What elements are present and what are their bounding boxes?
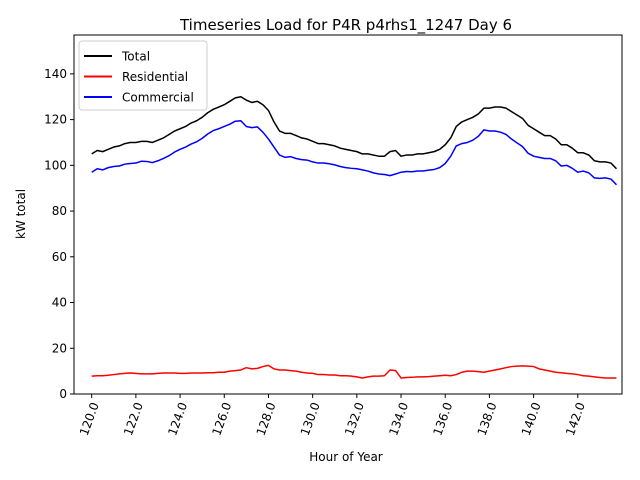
- y-tick-label: 60: [52, 250, 67, 264]
- series-line-commercial: [91, 120, 618, 186]
- legend-label-residential: Residential: [122, 70, 188, 84]
- x-axis: 120.0 122.0 124.0 126.0 128.0 130.0 132.0 134.0…: [77, 394, 588, 438]
- x-tick-label: 128.0: [254, 400, 279, 437]
- x-tick-label: 126.0: [209, 400, 234, 437]
- x-axis-label: Hour of Year: [309, 450, 383, 464]
- series-line-total: [91, 95, 618, 170]
- x-tick-label: 136.0: [430, 400, 455, 437]
- series-lines: [91, 95, 618, 379]
- x-tick-label: 132.0: [342, 400, 367, 437]
- y-axis: 0 20 40 60 80 100 120 140: [44, 67, 74, 401]
- legend-label-total: Total: [121, 50, 150, 64]
- y-tick-label: 80: [52, 204, 67, 218]
- legend: Total Residential Commercial: [78, 40, 208, 111]
- x-tick-label: 124.0: [165, 400, 190, 437]
- x-tick-label: 142.0: [563, 400, 588, 437]
- x-tick-label: 120.0: [77, 400, 102, 437]
- chart-title: Timeseries Load for P4R p4rhs1_1247 Day …: [179, 16, 512, 35]
- y-tick-label: 100: [44, 158, 67, 172]
- x-tick-label: 130.0: [298, 400, 323, 437]
- x-tick-label: 122.0: [121, 400, 146, 437]
- legend-box: [78, 40, 208, 111]
- y-tick-label: 0: [59, 387, 67, 401]
- x-tick-label: 134.0: [386, 400, 411, 437]
- y-tick-label: 140: [44, 67, 67, 81]
- legend-label-commercial: Commercial: [122, 91, 194, 105]
- y-tick-label: 40: [52, 296, 67, 310]
- x-tick-label: 140.0: [519, 400, 544, 437]
- y-tick-label: 120: [44, 113, 67, 127]
- series-line-residential: [91, 364, 617, 379]
- x-tick-label: 138.0: [475, 400, 500, 437]
- y-tick-label: 20: [52, 341, 67, 355]
- y-axis-label: kW total: [14, 189, 28, 239]
